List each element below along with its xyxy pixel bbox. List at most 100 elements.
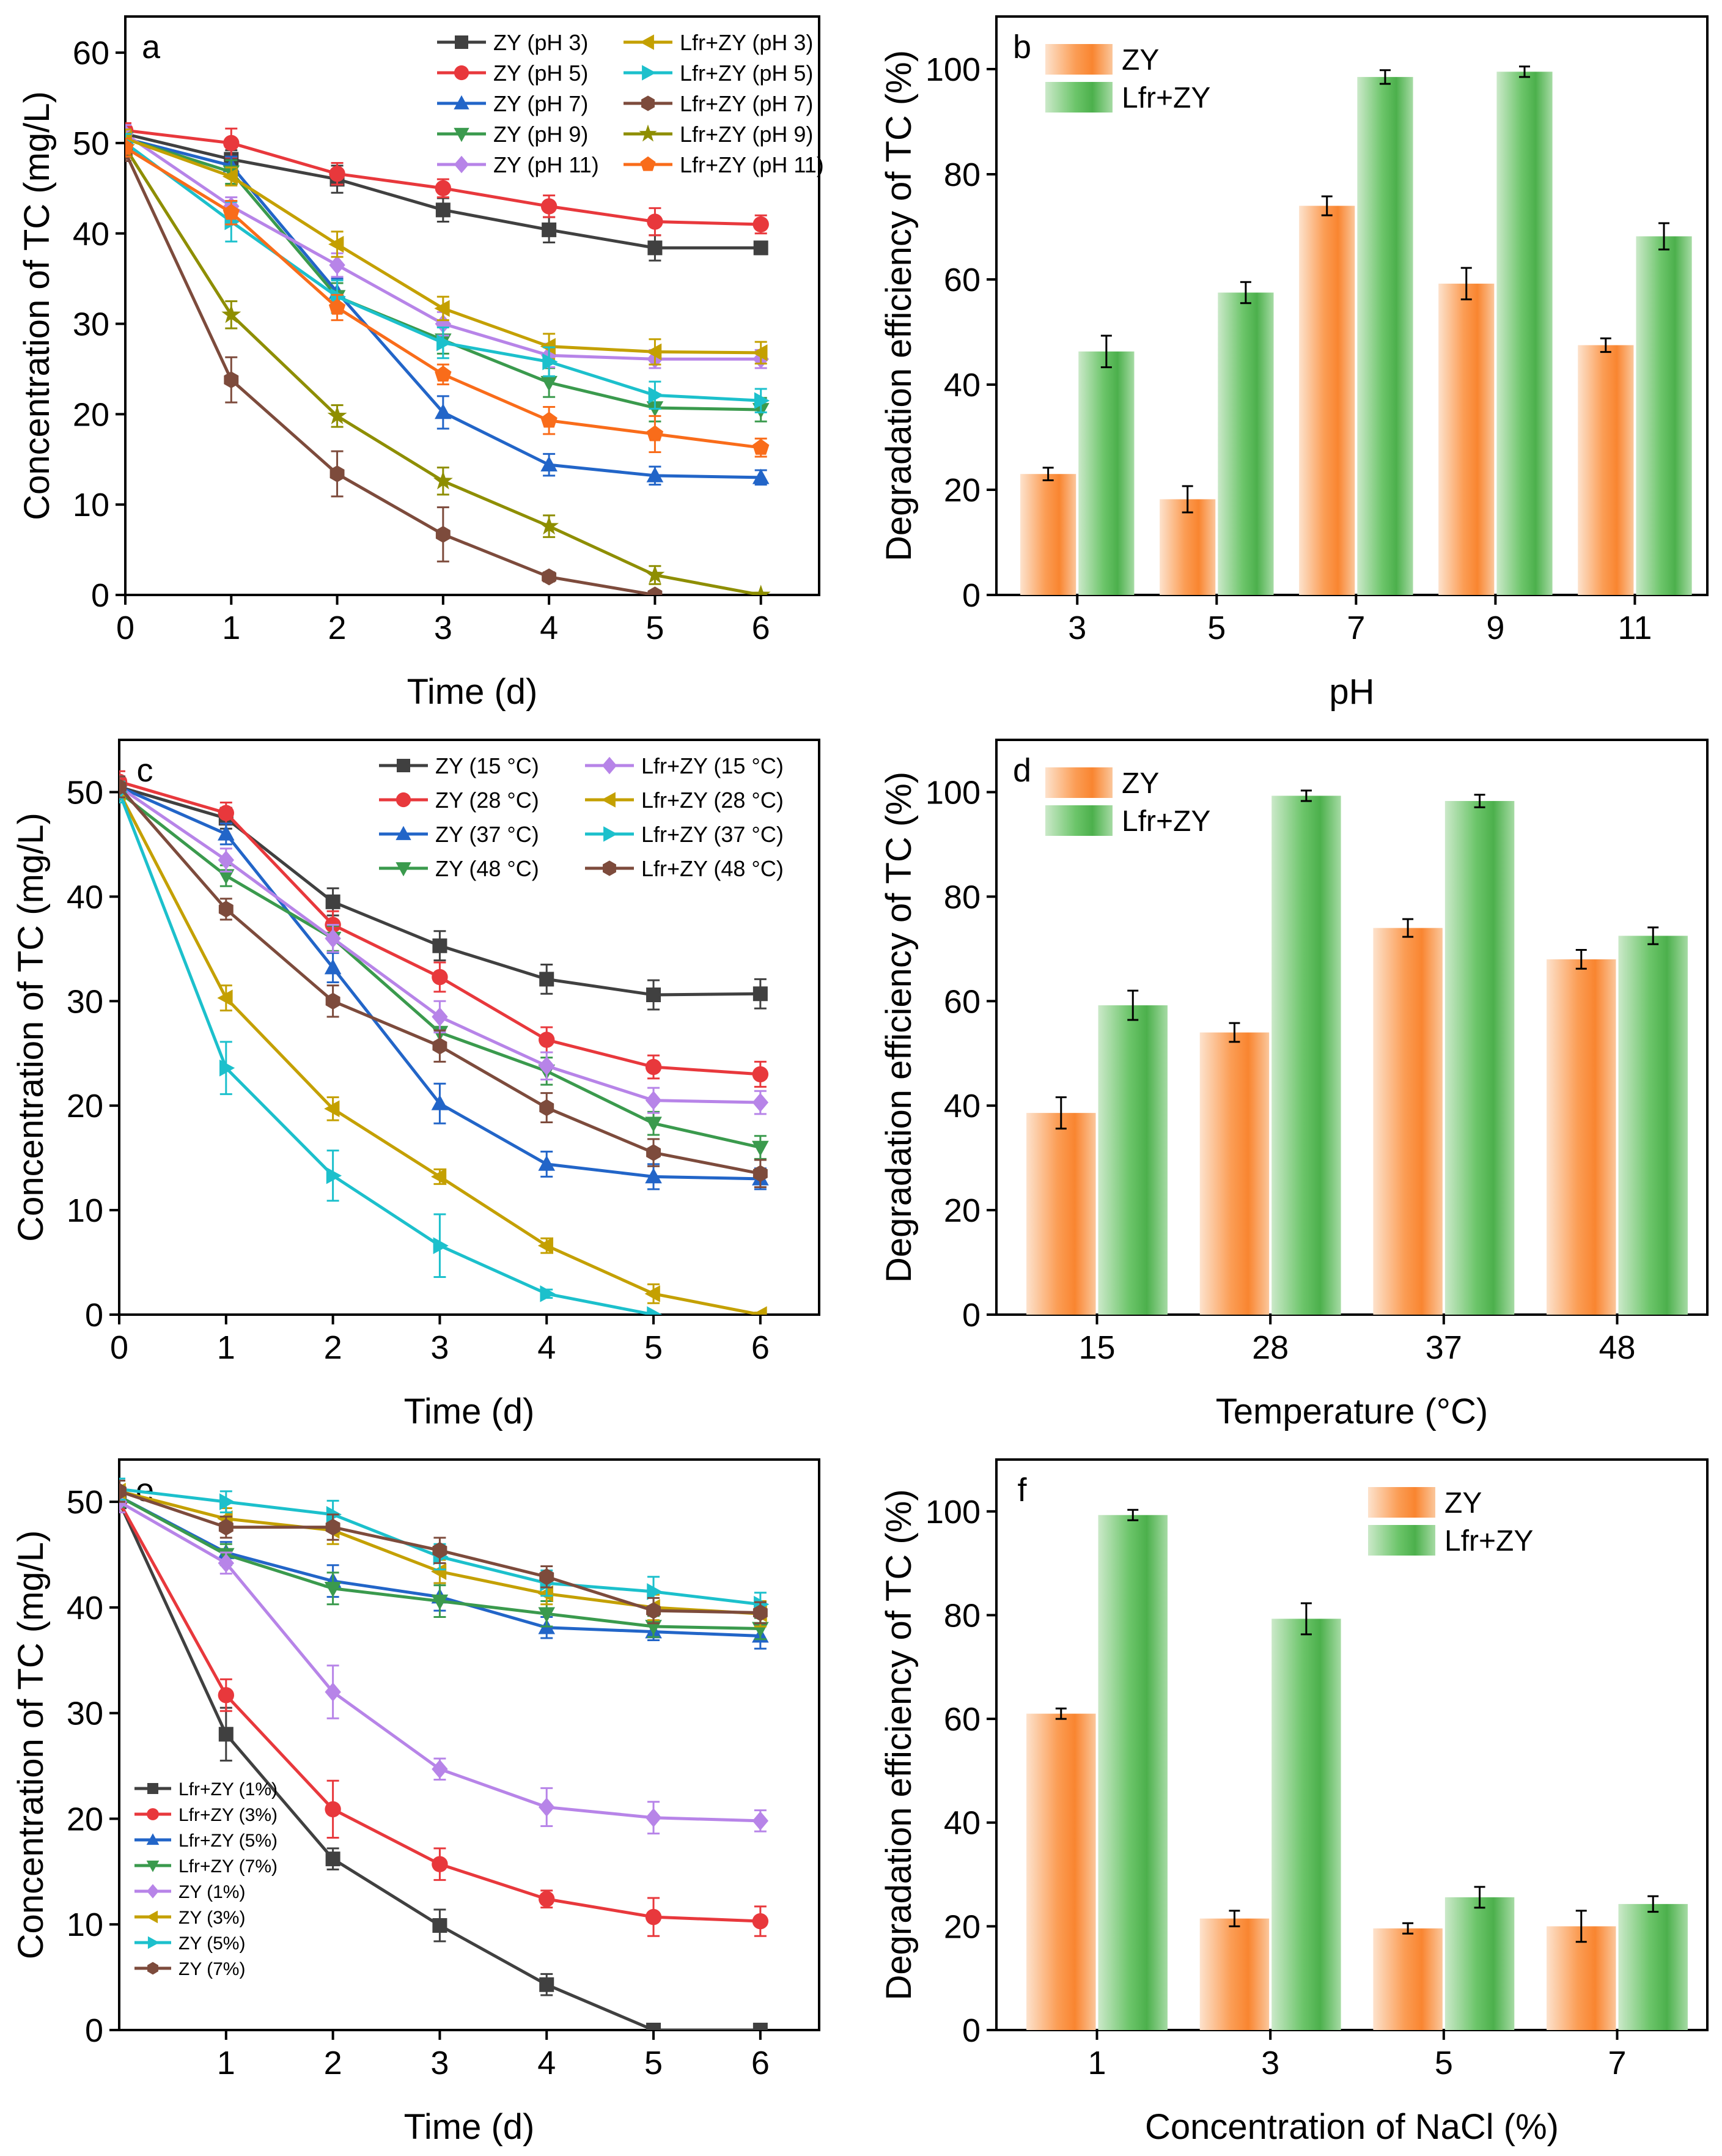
data-point [648,386,664,404]
legend-item: ZY (pH 9) [437,122,588,147]
data-point [540,1285,556,1302]
y-tick-label: 10 [67,1192,103,1229]
legend-label: Lfr+ZY (1%) [178,1779,278,1800]
data-point [540,198,557,215]
data-point [538,1607,556,1623]
y-tick-label: 100 [925,774,981,811]
data-point [540,456,557,471]
y-tick-label: 0 [962,1297,981,1334]
legend-item: Lfr+ZY (15 °C) [585,753,784,778]
legend-label: ZY (pH 11) [493,152,599,177]
legend-label: Lfr+ZY (5%) [178,1831,278,1851]
y-tick-label: 40 [67,1590,103,1626]
x-tick-label: 6 [751,1329,770,1366]
legend-swatch-marker [454,95,469,109]
legend-label: Lfr+ZY (37 °C) [641,822,784,847]
data-point [218,825,235,841]
data-point [224,371,239,389]
panel-letter: d [1013,752,1031,789]
bar [1271,1619,1341,2030]
y-tick-label: 30 [73,306,109,343]
legend-swatch-marker [396,825,411,840]
data-point [753,240,768,256]
legend-label: Lfr+ZY [1122,805,1210,838]
legend-item: Lfr+ZY (pH 5) [624,61,813,86]
data-point [432,969,448,986]
data-point [538,1155,556,1171]
bar [1357,76,1413,595]
data-point [431,1594,449,1610]
data-point [324,1581,342,1598]
y-tick-label: 20 [944,1908,981,1945]
y-tick-label: 50 [67,1484,103,1521]
legend-item: Lfr+ZY (5%) [134,1831,278,1851]
y-tick-label: 0 [85,1297,103,1334]
data-point [646,1602,661,1619]
data-point [435,404,452,419]
data-point [222,168,238,185]
y-tick-label: 40 [67,879,103,915]
bar [1547,959,1616,1315]
legend-label: ZY (28 °C) [435,788,539,813]
legend-swatch [1045,805,1113,836]
data-point [645,1168,662,1184]
data-point [218,1727,234,1742]
data-point [217,989,233,1006]
legend-item: Lfr+ZY (1%) [134,1779,278,1800]
data-point [539,1568,554,1586]
y-axis-title: Degradation efficiency of TC (%) [879,50,919,561]
legend-label: Lfr+ZY (pH 11) [680,152,824,177]
legend-label: ZY (7%) [178,1959,245,1979]
panel-letter: a [142,29,161,65]
data-point [432,1037,447,1055]
legend-item: ZY (5%) [134,1933,245,1954]
data-point [218,1518,234,1536]
legend-label: ZY (3%) [178,1908,245,1928]
bar [1547,1926,1616,2030]
data-point [540,412,557,428]
data-point [223,135,240,152]
y-tick-label: 0 [962,2012,981,2049]
plot-frame [995,739,1709,1316]
data-point [218,1553,235,1573]
data-point [435,202,451,218]
bar [1373,928,1443,1315]
legend-item: ZY (1%) [134,1882,245,1902]
legend-item: ZY (37 °C) [379,822,539,847]
x-tick-label: 6 [751,2045,770,2081]
data-point [645,1058,662,1076]
x-tick-label: 3 [1068,610,1086,646]
legend-label: ZY (pH 5) [493,61,588,86]
y-axis-title: Degradation efficiency of TC (%) [879,772,919,1283]
data-point [647,586,663,595]
data-point [219,1493,235,1510]
data-point [542,568,557,586]
data-point [752,1913,769,1930]
legend-swatch-marker [455,35,468,49]
legend-item: Lfr+ZY (7%) [134,1856,278,1877]
data-point [324,959,342,975]
legend-label: Lfr+ZY (7%) [178,1856,278,1877]
data-point [218,869,235,885]
bar [1026,1113,1096,1315]
x-tick-label: 3 [430,2045,449,2081]
data-point [539,1891,555,1907]
legend-item: ZY (15 °C) [379,753,539,778]
legend-item: Lfr+ZY [1045,82,1210,114]
x-tick-label: 7 [1347,610,1365,646]
bar [1026,1713,1096,2030]
legend: ZY Lfr+ZY [1045,767,1210,838]
legend-swatch-marker [147,1936,160,1949]
legend-label: ZY (15 °C) [435,753,539,778]
bar [1271,796,1341,1315]
data-point [433,470,453,490]
x-tick-label: 2 [324,2045,342,2081]
legend-item: ZY [1368,1487,1482,1519]
x-tick-label: 0 [116,610,134,646]
x-axis-title: Time (d) [407,672,538,712]
data-point [432,1541,447,1559]
data-point [647,240,663,256]
legend: Lfr+ZY (1%) Lfr+ZY (3%) Lfr+ZY (5%) Lfr+ZY … [134,1779,278,1979]
data-point [327,405,347,424]
